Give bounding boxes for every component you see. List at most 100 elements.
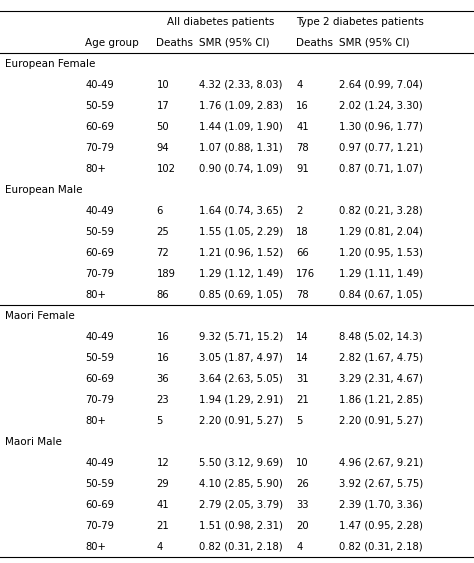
Text: 4: 4 [296, 542, 302, 552]
Text: 189: 189 [156, 269, 175, 279]
Text: 80+: 80+ [85, 290, 106, 300]
Text: 2.39 (1.70, 3.36): 2.39 (1.70, 3.36) [339, 500, 423, 510]
Text: 18: 18 [296, 227, 309, 237]
Text: Deaths: Deaths [156, 38, 193, 48]
Text: 50-59: 50-59 [85, 101, 114, 111]
Text: 2.64 (0.99, 7.04): 2.64 (0.99, 7.04) [339, 80, 423, 90]
Text: 20: 20 [296, 521, 309, 531]
Text: 80+: 80+ [85, 542, 106, 552]
Text: 60-69: 60-69 [85, 500, 114, 510]
Text: 1.30 (0.96, 1.77): 1.30 (0.96, 1.77) [339, 122, 423, 132]
Text: 41: 41 [296, 122, 309, 132]
Text: 40-49: 40-49 [85, 332, 114, 342]
Text: 50-59: 50-59 [85, 227, 114, 237]
Text: 50-59: 50-59 [85, 479, 114, 489]
Text: 25: 25 [156, 227, 169, 237]
Text: 8.48 (5.02, 14.3): 8.48 (5.02, 14.3) [339, 332, 422, 342]
Text: 1.21 (0.96, 1.52): 1.21 (0.96, 1.52) [199, 248, 283, 258]
Text: 70-79: 70-79 [85, 521, 114, 531]
Text: 1.94 (1.29, 2.91): 1.94 (1.29, 2.91) [199, 395, 283, 405]
Text: 80+: 80+ [85, 164, 106, 174]
Text: SMR (95% CI): SMR (95% CI) [199, 38, 270, 48]
Text: 70-79: 70-79 [85, 143, 114, 153]
Text: 1.07 (0.88, 1.31): 1.07 (0.88, 1.31) [199, 143, 283, 153]
Text: 3.05 (1.87, 4.97): 3.05 (1.87, 4.97) [199, 353, 283, 363]
Text: 80+: 80+ [85, 416, 106, 426]
Text: 36: 36 [156, 374, 169, 384]
Text: 10: 10 [156, 80, 169, 90]
Text: 2: 2 [296, 206, 302, 216]
Text: 29: 29 [156, 479, 169, 489]
Text: 23: 23 [156, 395, 169, 405]
Text: 26: 26 [296, 479, 309, 489]
Text: 1.47 (0.95, 2.28): 1.47 (0.95, 2.28) [339, 521, 423, 531]
Text: 4.32 (2.33, 8.03): 4.32 (2.33, 8.03) [199, 80, 283, 90]
Text: 1.76 (1.09, 2.83): 1.76 (1.09, 2.83) [199, 101, 283, 111]
Text: 1.51 (0.98, 2.31): 1.51 (0.98, 2.31) [199, 521, 283, 531]
Text: 21: 21 [156, 521, 169, 531]
Text: 40-49: 40-49 [85, 206, 114, 216]
Text: 2.02 (1.24, 3.30): 2.02 (1.24, 3.30) [339, 101, 422, 111]
Text: 78: 78 [296, 290, 309, 300]
Text: 1.29 (1.11, 1.49): 1.29 (1.11, 1.49) [339, 269, 423, 279]
Text: 40-49: 40-49 [85, 80, 114, 90]
Text: 60-69: 60-69 [85, 374, 114, 384]
Text: 14: 14 [296, 332, 309, 342]
Text: 1.29 (0.81, 2.04): 1.29 (0.81, 2.04) [339, 227, 423, 237]
Text: Maori Female: Maori Female [5, 311, 74, 321]
Text: 3.92 (2.67, 5.75): 3.92 (2.67, 5.75) [339, 479, 423, 489]
Text: 5.50 (3.12, 9.69): 5.50 (3.12, 9.69) [199, 458, 283, 468]
Text: 2.82 (1.67, 4.75): 2.82 (1.67, 4.75) [339, 353, 423, 363]
Text: 33: 33 [296, 500, 309, 510]
Text: 60-69: 60-69 [85, 122, 114, 132]
Text: 0.97 (0.77, 1.21): 0.97 (0.77, 1.21) [339, 143, 423, 153]
Text: 50-59: 50-59 [85, 353, 114, 363]
Text: European Female: European Female [5, 59, 95, 69]
Text: 1.29 (1.12, 1.49): 1.29 (1.12, 1.49) [199, 269, 283, 279]
Text: 1.55 (1.05, 2.29): 1.55 (1.05, 2.29) [199, 227, 283, 237]
Text: 17: 17 [156, 101, 169, 111]
Text: 4: 4 [156, 542, 163, 552]
Text: 102: 102 [156, 164, 175, 174]
Text: Type 2 diabetes patients: Type 2 diabetes patients [296, 17, 424, 27]
Text: SMR (95% CI): SMR (95% CI) [339, 38, 410, 48]
Text: 41: 41 [156, 500, 169, 510]
Text: 2.79 (2.05, 3.79): 2.79 (2.05, 3.79) [199, 500, 283, 510]
Text: Deaths: Deaths [296, 38, 333, 48]
Text: 60-69: 60-69 [85, 248, 114, 258]
Text: 2.20 (0.91, 5.27): 2.20 (0.91, 5.27) [199, 416, 283, 426]
Text: 0.85 (0.69, 1.05): 0.85 (0.69, 1.05) [199, 290, 283, 300]
Text: 5: 5 [156, 416, 163, 426]
Text: 9.32 (5.71, 15.2): 9.32 (5.71, 15.2) [199, 332, 283, 342]
Text: 72: 72 [156, 248, 169, 258]
Text: 40-49: 40-49 [85, 458, 114, 468]
Text: 66: 66 [296, 248, 309, 258]
Text: 4.96 (2.67, 9.21): 4.96 (2.67, 9.21) [339, 458, 423, 468]
Text: 5: 5 [296, 416, 302, 426]
Text: 16: 16 [296, 101, 309, 111]
Text: Age group: Age group [85, 38, 139, 48]
Text: 16: 16 [156, 353, 169, 363]
Text: 3.29 (2.31, 4.67): 3.29 (2.31, 4.67) [339, 374, 423, 384]
Text: 1.20 (0.95, 1.53): 1.20 (0.95, 1.53) [339, 248, 423, 258]
Text: 31: 31 [296, 374, 309, 384]
Text: 0.87 (0.71, 1.07): 0.87 (0.71, 1.07) [339, 164, 423, 174]
Text: 16: 16 [156, 332, 169, 342]
Text: 14: 14 [296, 353, 309, 363]
Text: 91: 91 [296, 164, 309, 174]
Text: 6: 6 [156, 206, 163, 216]
Text: 94: 94 [156, 143, 169, 153]
Text: All diabetes patients: All diabetes patients [167, 17, 274, 27]
Text: 3.64 (2.63, 5.05): 3.64 (2.63, 5.05) [199, 374, 283, 384]
Text: 10: 10 [296, 458, 309, 468]
Text: 1.86 (1.21, 2.85): 1.86 (1.21, 2.85) [339, 395, 423, 405]
Text: 4.10 (2.85, 5.90): 4.10 (2.85, 5.90) [199, 479, 283, 489]
Text: 1.64 (0.74, 3.65): 1.64 (0.74, 3.65) [199, 206, 283, 216]
Text: 70-79: 70-79 [85, 269, 114, 279]
Text: 0.82 (0.21, 3.28): 0.82 (0.21, 3.28) [339, 206, 422, 216]
Text: 1.44 (1.09, 1.90): 1.44 (1.09, 1.90) [199, 122, 283, 132]
Text: 21: 21 [296, 395, 309, 405]
Text: 0.84 (0.67, 1.05): 0.84 (0.67, 1.05) [339, 290, 422, 300]
Text: 2.20 (0.91, 5.27): 2.20 (0.91, 5.27) [339, 416, 423, 426]
Text: European Male: European Male [5, 185, 82, 195]
